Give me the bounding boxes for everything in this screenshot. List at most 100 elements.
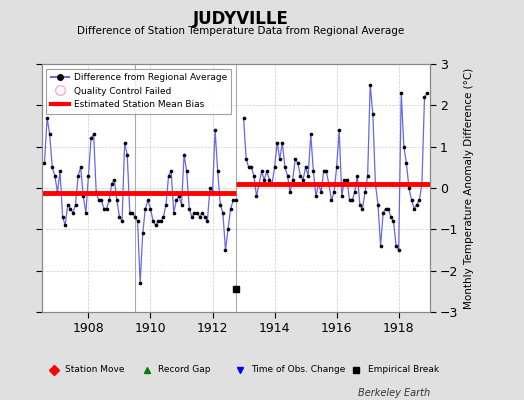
Point: [203, 218, 212, 224]
Text: Station Move: Station Move: [65, 366, 125, 374]
Point: [276, 156, 284, 162]
Point: [136, 280, 144, 286]
Point: [144, 197, 152, 204]
Text: JUDYVILLE: JUDYVILLE: [193, 10, 289, 28]
Point: [392, 243, 400, 249]
Point: [291, 156, 299, 162]
Point: [190, 210, 199, 216]
Point: [100, 206, 108, 212]
Point: [74, 172, 82, 179]
Point: [412, 201, 421, 208]
Point: [270, 164, 279, 170]
Point: [325, 181, 333, 187]
Text: Berkeley Earth: Berkeley Earth: [357, 388, 430, 398]
Point: [407, 197, 416, 204]
Point: [320, 168, 328, 175]
Point: [180, 152, 188, 158]
Point: [379, 210, 387, 216]
Point: [281, 164, 289, 170]
Point: [366, 82, 375, 88]
Point: [368, 110, 377, 117]
Point: [395, 247, 403, 253]
Point: [328, 197, 336, 204]
Point: [159, 214, 168, 220]
Point: [46, 131, 54, 138]
Point: [356, 201, 364, 208]
Point: [61, 222, 69, 228]
Text: Difference of Station Temperature Data from Regional Average: Difference of Station Temperature Data f…: [78, 26, 405, 36]
Point: [110, 176, 118, 183]
Point: [299, 176, 307, 183]
Point: [247, 164, 256, 170]
Point: [174, 193, 183, 200]
Point: [348, 197, 356, 204]
Point: [317, 189, 325, 195]
Point: [351, 189, 359, 195]
Point: [113, 197, 121, 204]
Point: [242, 156, 250, 162]
Point: [345, 197, 354, 204]
Point: [353, 172, 362, 179]
Point: [307, 131, 315, 138]
Point: [340, 176, 348, 183]
Point: [43, 114, 51, 121]
Point: [211, 127, 220, 133]
Point: [332, 164, 341, 170]
Point: [289, 176, 297, 183]
Point: [252, 193, 260, 200]
Point: [40, 160, 49, 166]
Point: [149, 218, 157, 224]
Point: [309, 168, 318, 175]
Point: [226, 206, 235, 212]
Point: [172, 197, 181, 204]
Point: [335, 127, 343, 133]
Point: [102, 206, 111, 212]
Point: [141, 206, 149, 212]
Point: [84, 172, 93, 179]
Point: [296, 172, 304, 179]
Point: [162, 201, 170, 208]
Point: [48, 164, 57, 170]
Point: [182, 168, 191, 175]
Point: [221, 247, 230, 253]
Point: [170, 210, 178, 216]
Point: [255, 181, 263, 187]
Point: [384, 206, 392, 212]
Text: Time of Obs. Change: Time of Obs. Change: [252, 366, 346, 374]
Point: [138, 230, 147, 237]
Point: [198, 210, 206, 216]
Point: [405, 185, 413, 191]
Point: [53, 189, 62, 195]
Point: [278, 139, 287, 146]
Point: [402, 160, 411, 166]
Point: [337, 193, 346, 200]
Point: [301, 164, 310, 170]
Point: [69, 210, 77, 216]
Text: Record Gap: Record Gap: [158, 366, 211, 374]
Point: [95, 197, 103, 204]
Point: [364, 172, 372, 179]
Point: [185, 206, 193, 212]
Point: [330, 189, 338, 195]
Point: [423, 90, 431, 96]
Point: [415, 197, 423, 204]
Point: [66, 206, 74, 212]
Point: [209, 189, 217, 195]
Point: [224, 226, 232, 232]
Point: [201, 214, 209, 220]
Point: [418, 181, 426, 187]
Point: [58, 214, 67, 220]
Point: [263, 168, 271, 175]
Point: [283, 172, 292, 179]
Point: [410, 206, 418, 212]
Point: [387, 214, 395, 220]
Point: [71, 201, 80, 208]
Point: [77, 164, 85, 170]
Point: [213, 168, 222, 175]
Point: [92, 189, 101, 195]
Point: [128, 210, 137, 216]
Point: [131, 214, 139, 220]
Point: [206, 185, 214, 191]
Point: [400, 144, 408, 150]
Point: [239, 114, 248, 121]
